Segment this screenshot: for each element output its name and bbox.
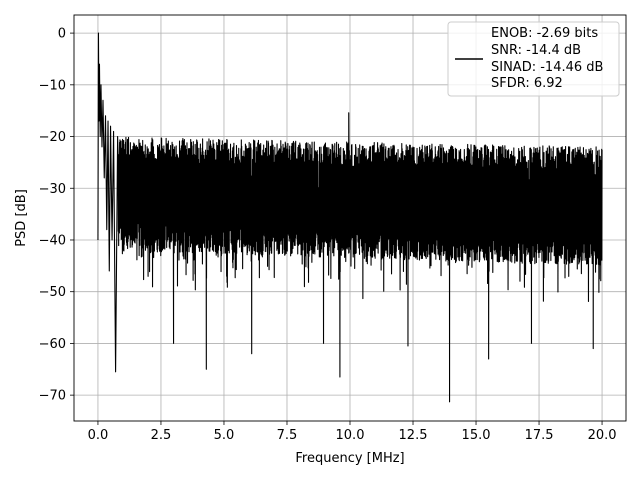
x-tick-label: 17.5 — [525, 428, 554, 443]
y-tick-label: −50 — [39, 285, 66, 300]
legend: ENOB: -2.69 bits SNR: -14.4 dB SINAD: -1… — [447, 21, 620, 97]
x-tick-label: 7.5 — [277, 428, 298, 443]
y-axis: 0 −10 −20 −30 −40 −50 −60 −70 — [39, 27, 74, 404]
y-axis-label: PSD [dB] — [14, 189, 29, 247]
y-tick-label: −20 — [39, 130, 66, 145]
x-tick-label: 0.0 — [88, 428, 109, 443]
y-tick-label: −40 — [39, 233, 66, 248]
x-tick-label: 10.0 — [336, 428, 365, 443]
x-tick-label: 12.5 — [399, 428, 428, 443]
y-tick-label: −30 — [39, 182, 66, 197]
y-tick-label: −10 — [39, 78, 66, 93]
legend-box — [447, 21, 620, 97]
y-tick-label: −70 — [39, 389, 66, 404]
y-tick-label: −60 — [39, 337, 66, 352]
x-tick-label: 15.0 — [462, 428, 491, 443]
legend-sfdr: SFDR: 6.92 — [491, 76, 563, 91]
plot-area — [97, 32, 603, 403]
legend-enob: ENOB: -2.69 bits — [491, 26, 598, 41]
legend-sinad: SINAD: -14.46 dB — [491, 60, 603, 75]
x-tick-label: 20.0 — [588, 428, 617, 443]
x-axis-label: Frequency [MHz] — [295, 451, 404, 466]
y-tick-label: 0 — [58, 27, 66, 42]
x-axis: 0.0 2.5 5.0 7.5 10.0 12.5 15.0 17.5 20.0 — [88, 421, 617, 443]
x-tick-label: 5.0 — [214, 428, 235, 443]
psd-series-line — [97, 32, 603, 403]
x-tick-label: 2.5 — [151, 428, 172, 443]
legend-snr: SNR: -14.4 dB — [491, 43, 581, 58]
